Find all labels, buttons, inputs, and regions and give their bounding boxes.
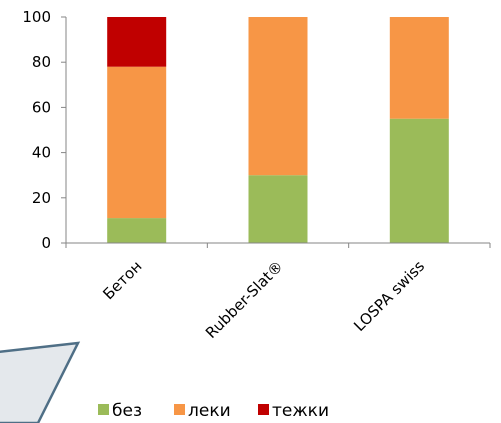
y-tick-label: 40 [32, 144, 51, 162]
y-tick-label: 0 [41, 234, 51, 252]
bars-group [107, 17, 449, 243]
legend-swatch [258, 404, 269, 415]
bar-segment-3-1 [389, 118, 449, 243]
bar-segment-1-2 [107, 66, 167, 219]
y-tick-label: 100 [22, 8, 51, 26]
y-tick-label: 80 [32, 53, 51, 71]
legend-swatch [98, 404, 109, 415]
legend-label: без [112, 401, 142, 421]
bar-segment-1-1 [107, 218, 167, 243]
bar-segment-3-2 [389, 17, 449, 119]
bar-segment-2-1 [248, 175, 308, 243]
callout-shape [0, 341, 81, 423]
x-category-label: Rubber-Slat® [202, 257, 287, 342]
legend-label: леки [188, 401, 231, 421]
y-tick-label: 20 [32, 189, 51, 207]
legend-swatch [174, 404, 185, 415]
bar-segment-2-2 [248, 17, 308, 176]
x-category-label: Бетон [99, 257, 145, 303]
y-tick-label: 60 [32, 98, 51, 116]
legend: без леки тежки [98, 401, 329, 421]
x-category-label: LOSPA swiss [350, 257, 428, 335]
legend-label: тежки [272, 401, 329, 421]
bar-segment-1-3 [107, 17, 167, 67]
